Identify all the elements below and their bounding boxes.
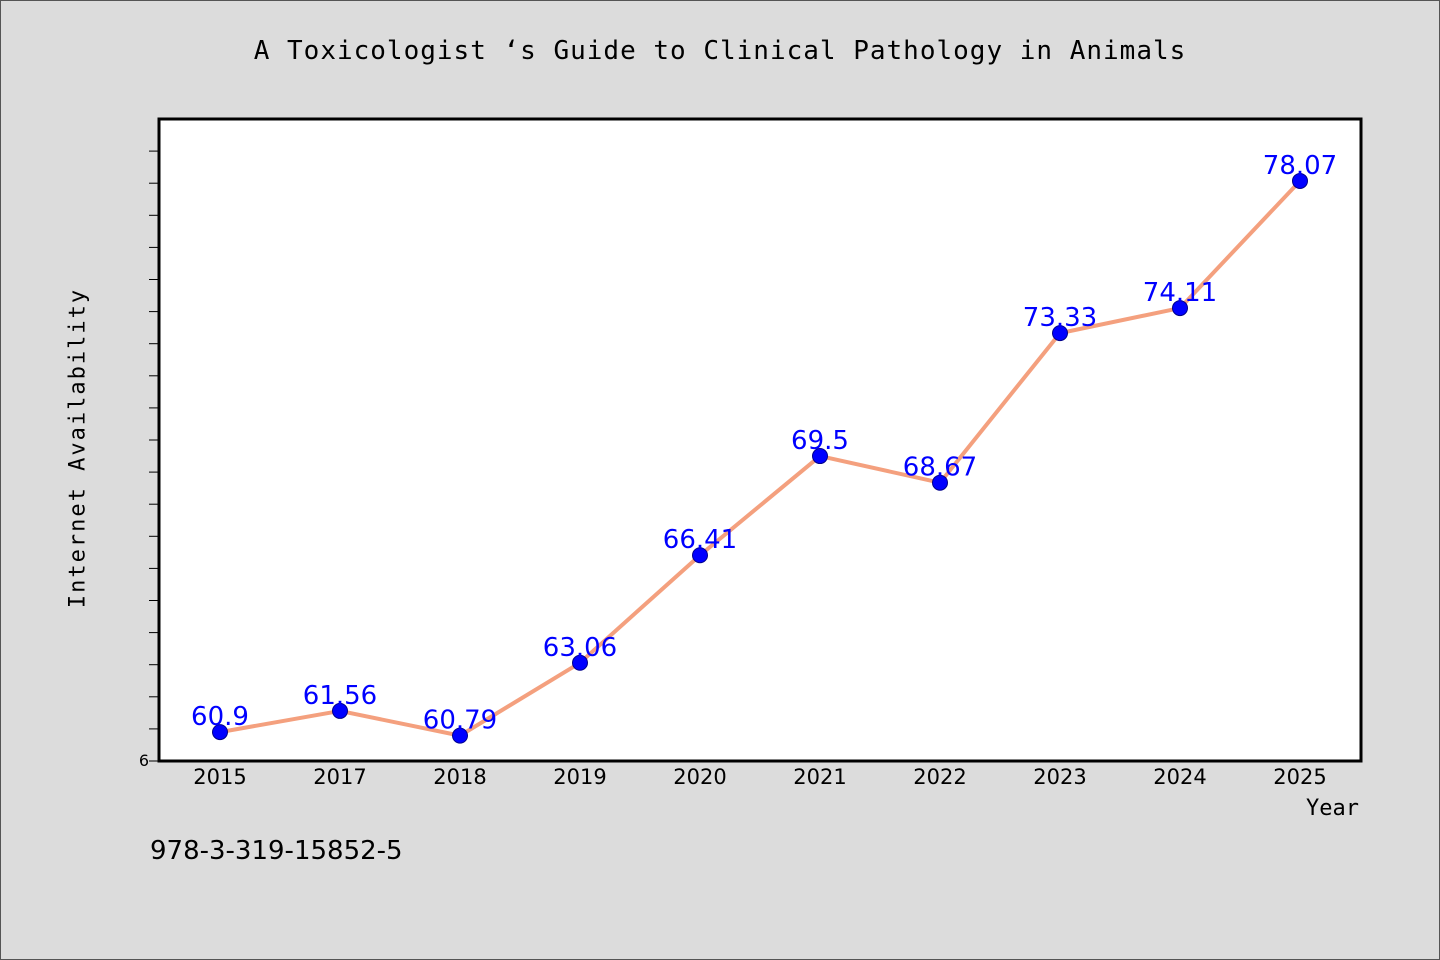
x-tick-label: 2017 [313,765,366,789]
data-point [572,654,588,671]
data-label: 60.9 [191,702,249,732]
data-labels: 60.9 61.56 60.79 63.06 66.41 69.5 68.67 73.33 74… [191,151,1337,736]
data-point [212,724,228,741]
data-point [1052,325,1068,342]
x-tick-label: 2024 [1153,765,1206,789]
data-label: 60.79 [423,706,497,736]
x-tick-label: 2025 [1273,765,1326,789]
data-points [212,172,1308,744]
data-label: 73.33 [1023,303,1097,333]
y-axis-ticks: 6 [139,150,159,770]
data-label: 74.11 [1143,278,1217,308]
data-label: 78.07 [1263,151,1337,181]
data-label: 63.06 [543,633,617,663]
x-tick-label: 2020 [673,765,726,789]
plot-border [157,117,1363,763]
x-tick-label: 2021 [793,765,846,789]
data-label: 69.5 [791,426,849,456]
x-tick-label: 2019 [553,765,606,789]
x-tick-label: 2018 [433,765,486,789]
data-point [332,702,348,719]
data-label: 61.56 [303,681,377,711]
data-label: 66.41 [663,525,737,555]
plot-area [159,119,1361,761]
data-point [452,727,468,744]
data-label: 68.67 [903,453,977,483]
x-tick-label: 2023 [1033,765,1086,789]
x-tick-label: 2015 [193,765,246,789]
data-point [932,474,948,491]
data-point [1172,300,1188,317]
series-line [218,178,1302,738]
data-point [1292,172,1308,189]
x-axis-title: Year [1306,796,1359,821]
x-tick-label: 2022 [913,765,966,789]
y-tick-label: 6 [139,751,149,770]
data-point [692,547,708,564]
footer-code: 978-3-319-15852-5 [150,836,403,866]
x-axis-tick-labels: 2015 2017 2018 2019 2020 2021 2022 2023 2024 2025 [193,765,1326,789]
chart-title: A Toxicologist ‘s Guide to Clinical Path… [253,36,1187,66]
data-point [812,448,828,465]
